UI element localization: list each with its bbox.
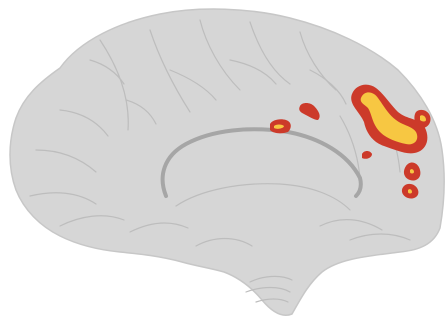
cortical-folds: [29, 19, 411, 247]
activation-cluster-lower-1: [403, 162, 421, 181]
activation-cluster-upper: [299, 103, 320, 120]
activation-cluster-large: [351, 84, 428, 154]
activation-cluster-mid: [362, 151, 372, 159]
brain-silhouette: [9, 8, 445, 316]
activation-cluster-lower-2: [401, 183, 419, 199]
activation-cluster-small-tip: [414, 109, 431, 128]
cingulate-fold: [175, 183, 351, 211]
activation-cluster-center: [270, 119, 291, 134]
cerebellum-region: [245, 275, 293, 303]
